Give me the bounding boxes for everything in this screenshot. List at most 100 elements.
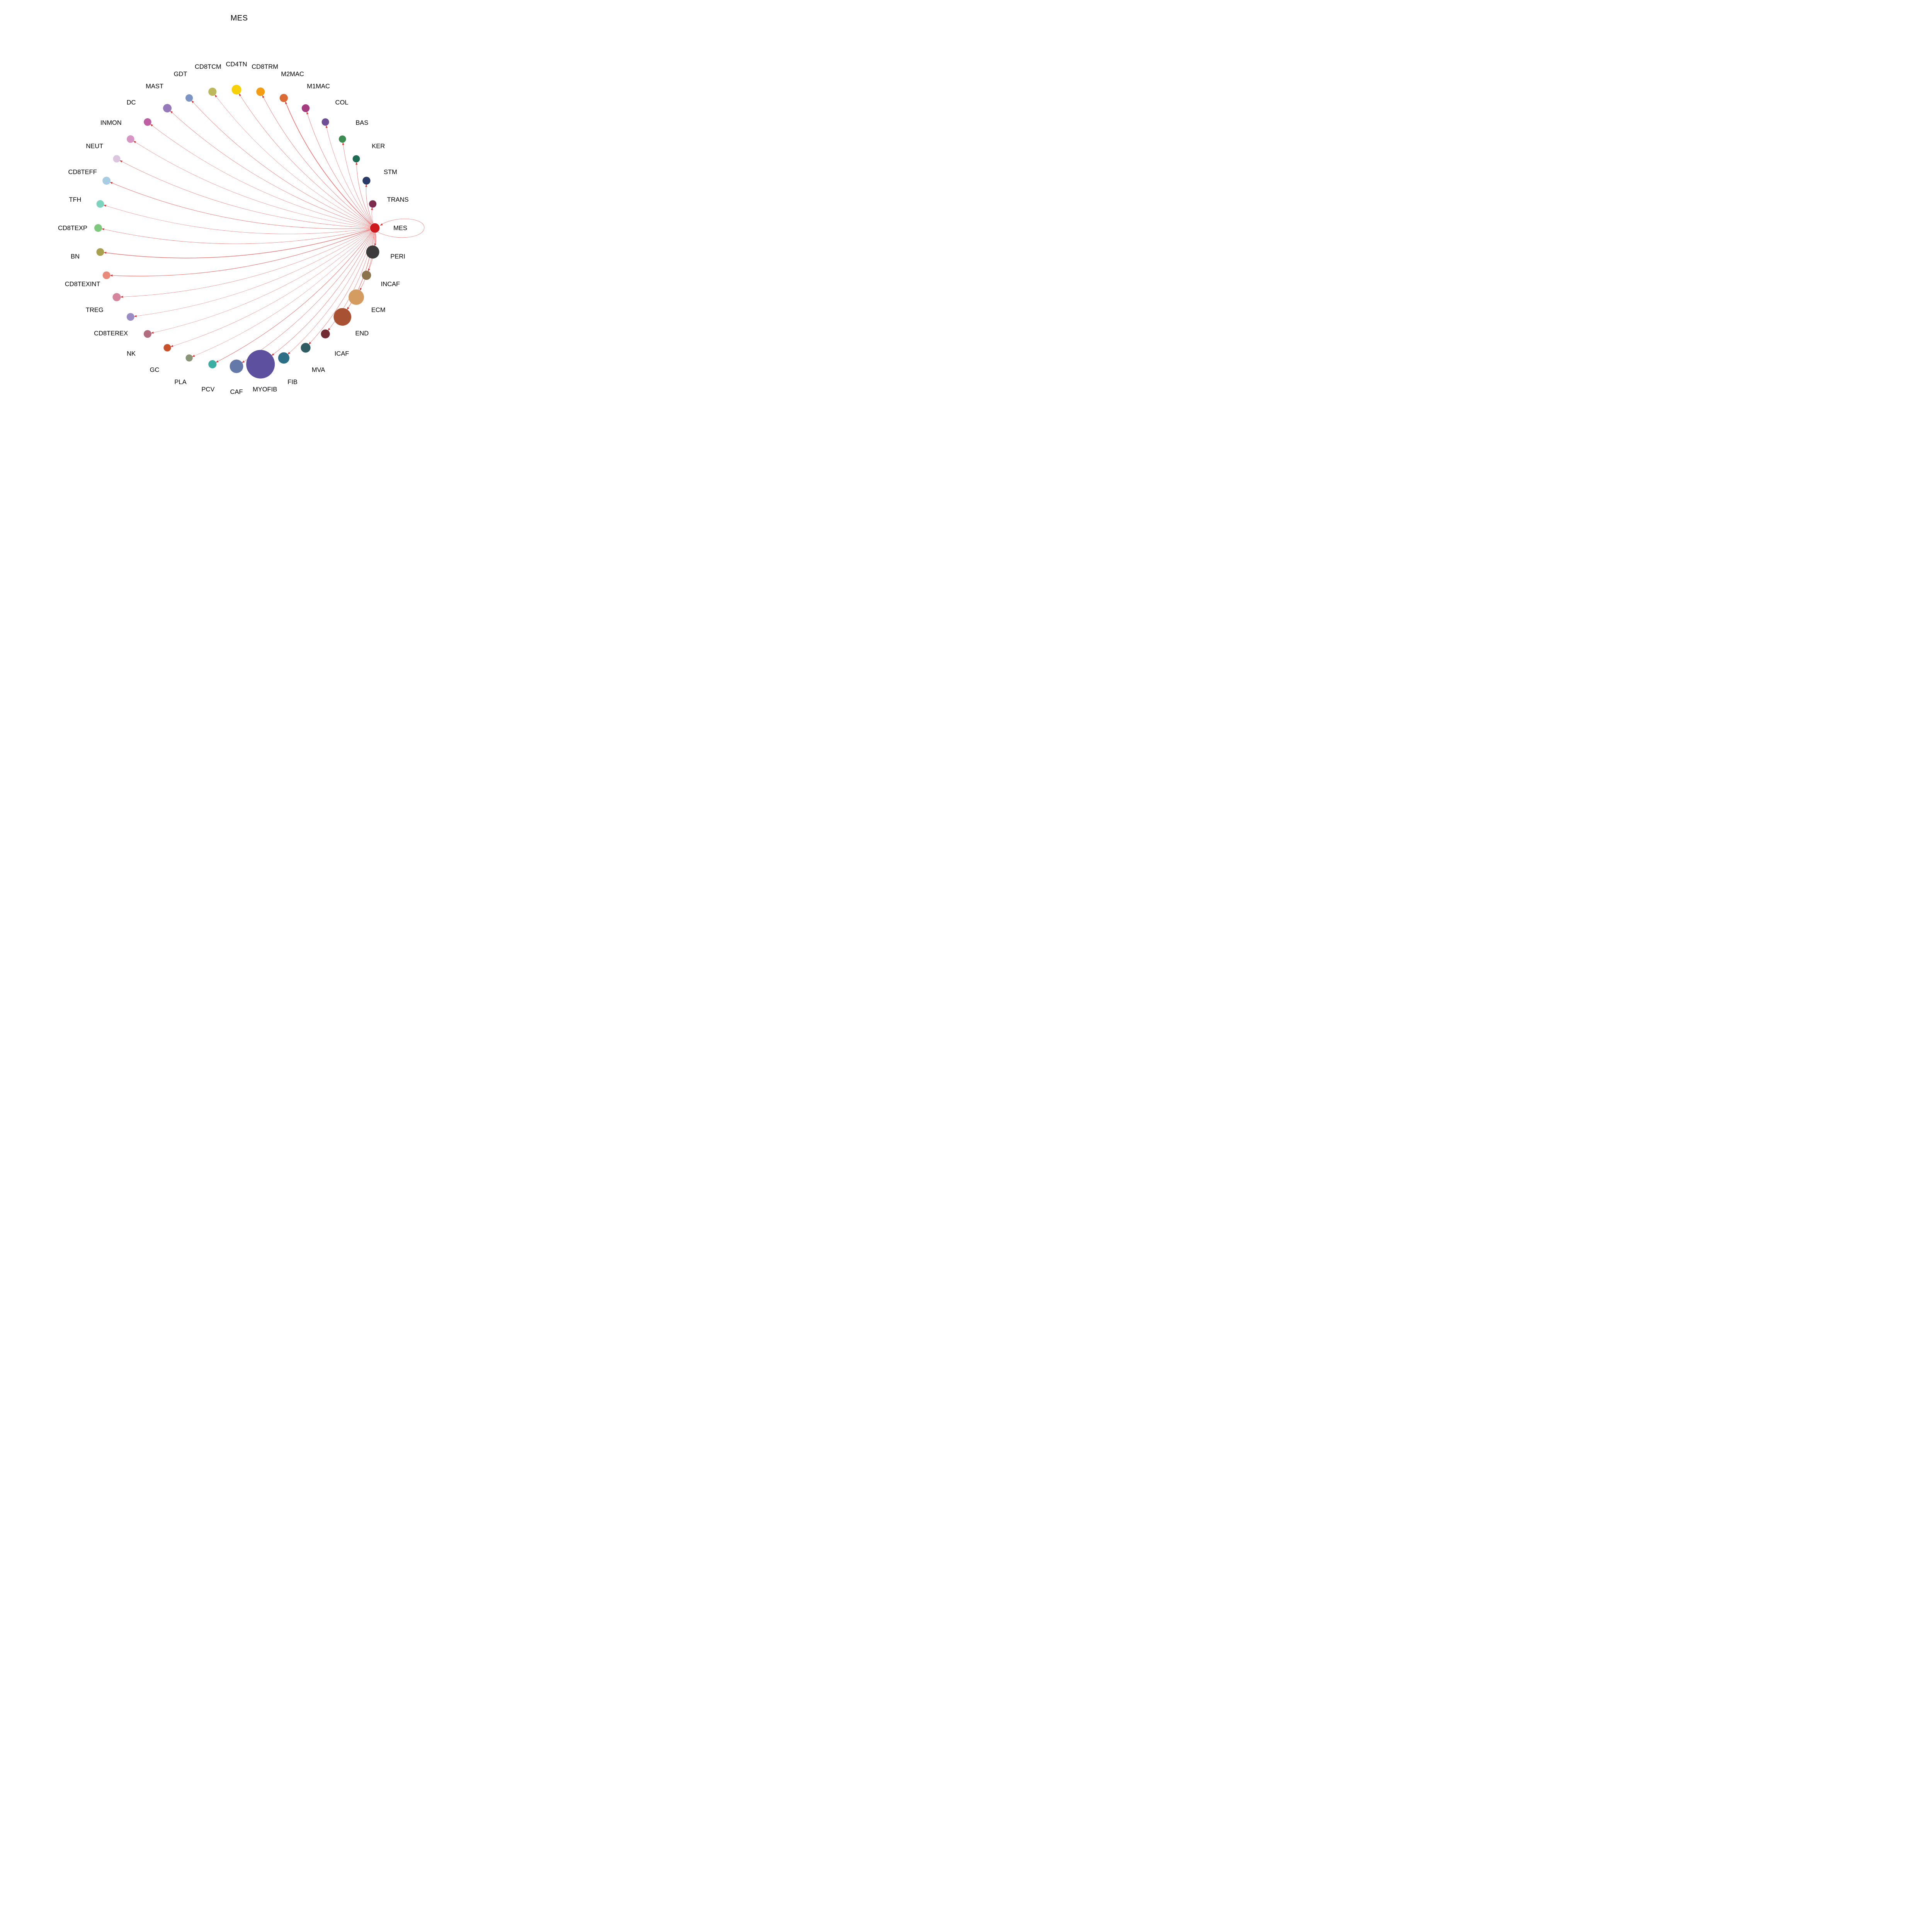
node-INMON [127, 135, 134, 143]
node-TREG [112, 293, 121, 301]
node-NK [143, 330, 151, 338]
node-label-ECM: ECM [371, 307, 386, 314]
arrowhead-FIB [287, 352, 291, 355]
edge-MES-to-TREG [123, 230, 371, 297]
node-label-PLA: PLA [174, 379, 186, 386]
arrowhead-CD8TEREX [134, 315, 137, 317]
arrowhead-M2MAC [285, 101, 287, 104]
arrowhead-BN [103, 252, 107, 254]
arrowhead-PERI [374, 243, 376, 247]
node-label-CD4TN: CD4TN [226, 61, 247, 68]
node-GDT [185, 94, 193, 102]
edge-MES-to-INMON [136, 142, 370, 228]
node-MYOFIB [246, 350, 275, 379]
node-label-TFH: TFH [69, 196, 81, 203]
arrowhead-BAS [342, 142, 344, 145]
arrowhead-CD8TRM [262, 95, 265, 98]
arrowhead-ECM [359, 287, 362, 291]
node-CD8TEXP [94, 224, 102, 232]
arrowhead-ICAF [328, 328, 330, 331]
node-PCV [208, 360, 217, 369]
edge-MES-to-CD4TN [240, 95, 371, 226]
arrowhead-MAST [170, 111, 173, 114]
node-label-BAS: BAS [355, 119, 368, 126]
node-label-TREG: TREG [86, 307, 104, 314]
node-label-FIB: FIB [287, 379, 298, 386]
node-label-CD8TEXINT: CD8TEXINT [65, 281, 100, 288]
edge-MES-to-M2MAC [286, 104, 371, 225]
node-label-DC: DC [127, 99, 136, 106]
chord-plot-canvas: MES MES TRANS STM KER BAS COL M1MAC M2MAC CD8TRM… [0, 0, 464, 464]
edge-MES-to-STM [366, 187, 373, 223]
node-END [333, 308, 351, 326]
node-label-KER: KER [372, 143, 385, 150]
node-STM [362, 177, 371, 185]
arrowhead-GDT [191, 100, 194, 103]
node-DC [144, 118, 151, 126]
node-label-GC: GC [150, 367, 160, 374]
edges [101, 93, 425, 363]
edge-MES-to-COL [327, 128, 372, 224]
self-loop-MES [378, 218, 425, 238]
arrowhead-KER [355, 162, 358, 165]
node-label-CD8TEREX: CD8TEREX [94, 330, 128, 337]
edge-MES-to-PLA [194, 231, 372, 356]
edge-MES-to-CD8TEFF [112, 183, 370, 229]
node-label-PERI: PERI [390, 253, 405, 260]
edge-MES-to-CAF [244, 232, 372, 362]
arrowhead-TRANS [371, 207, 373, 210]
arrowhead-NK [151, 332, 154, 334]
node-CD8TEXINT [102, 271, 111, 279]
node-GC [163, 344, 171, 352]
node-PERI [366, 245, 379, 259]
node-MES [370, 223, 380, 233]
edge-MES-to-BN [106, 229, 370, 259]
edge-MES-to-GDT [193, 102, 370, 226]
arrowhead-CD8TEXP [101, 228, 105, 230]
node-label-GDT: GDT [174, 71, 187, 78]
arrowhead-TFH [103, 205, 107, 207]
arrowhead-CD8TCM [214, 94, 218, 98]
node-CD8TRM [256, 87, 265, 96]
node-ECM [349, 289, 364, 305]
node-label-COL: COL [335, 99, 349, 106]
edge-MES-to-ECM [361, 233, 375, 288]
edge-MES-to-CD8TCM [216, 97, 371, 226]
node-CD8TCM [208, 87, 217, 96]
node-NEUT [113, 155, 121, 163]
node-M2MAC [279, 94, 288, 102]
node-label-CAF: CAF [230, 389, 243, 396]
arrowhead-GC [170, 345, 173, 347]
node-label-ICAF: ICAF [335, 350, 349, 357]
node-label-END: END [355, 330, 369, 337]
arrowhead-NEUT [119, 160, 123, 163]
edge-MES-to-CD8TEREX [137, 230, 371, 316]
arrowhead-CD8TEXINT [110, 274, 113, 277]
edge-MES-to-MYOFIB [274, 232, 373, 354]
node-label-PCV: PCV [201, 386, 214, 393]
arrowhead-TREG [120, 296, 123, 298]
node-label-INCAF: INCAF [381, 281, 400, 288]
node-BN [96, 248, 104, 256]
node-label-CD8TCM: CD8TCM [195, 63, 221, 70]
node-label-M1MAC: M1MAC [307, 83, 330, 90]
arrowhead-PLA [192, 355, 195, 357]
node-CAF [230, 359, 243, 373]
arrowhead-MYOFIB [271, 353, 274, 356]
edge-MES-to-DC [152, 126, 370, 227]
node-label-BN: BN [71, 253, 80, 260]
arrowhead-CAF [242, 361, 245, 363]
edge-MES-to-NEUT [122, 162, 370, 228]
node-label-NEUT: NEUT [86, 143, 103, 150]
edge-MES-to-PCV [218, 232, 372, 362]
node-TRANS [369, 200, 377, 208]
edge-MES-to-KER [356, 165, 373, 224]
node-M1MAC [301, 104, 310, 112]
arrowhead-INCAF [368, 268, 370, 272]
node-label-INMON: INMON [100, 119, 122, 126]
node-label-MAST: MAST [146, 83, 163, 90]
node-label-STM: STM [384, 169, 397, 176]
node-CD8TEREX [126, 313, 134, 321]
arrowhead-M1MAC [306, 111, 309, 115]
node-COL [321, 118, 329, 126]
